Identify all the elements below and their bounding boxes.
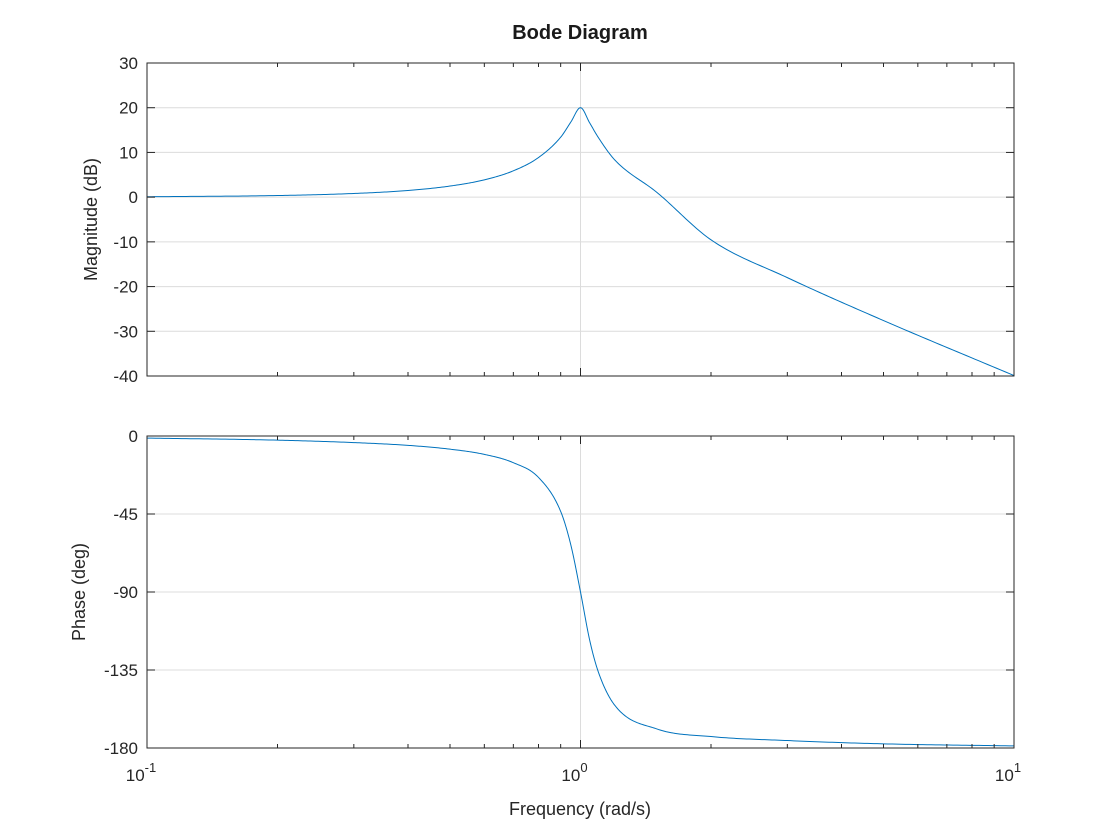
- phase-ytick-labels: 0 -45 -90 -135 -180: [104, 427, 138, 758]
- phase-ytick-label: -135: [104, 661, 138, 680]
- magnitude-ticks: [146, 62, 1015, 377]
- magnitude-ytick-label: 20: [119, 99, 138, 118]
- x-tick-base: 10: [126, 766, 145, 785]
- magnitude-ytick-label: 30: [119, 54, 138, 73]
- magnitude-ytick-label: 0: [129, 188, 138, 207]
- phase-ytick-label: -45: [113, 505, 138, 524]
- magnitude-ylabel: Magnitude (dB): [81, 158, 101, 281]
- magnitude-panel: 30 20 10 0 -10 -20 -30 -40 Magnitude (dB): [81, 54, 1015, 386]
- magnitude-curve: [146, 107, 1015, 377]
- x-tick-base: 10: [561, 766, 580, 785]
- x-tick-label: 10-1: [126, 760, 156, 785]
- magnitude-ytick-label: 10: [119, 143, 138, 162]
- magnitude-ytick-label: -40: [113, 367, 138, 386]
- magnitude-ytick-label: -20: [113, 278, 138, 297]
- phase-ylabel: Phase (deg): [69, 543, 89, 641]
- x-tick-label: 101: [995, 760, 1021, 785]
- phase-ytick-label: -180: [104, 739, 138, 758]
- magnitude-ytick-labels: 30 20 10 0 -10 -20 -30 -40: [113, 54, 138, 386]
- x-tick-exponent: 1: [1014, 760, 1021, 775]
- phase-ticks: [146, 435, 1015, 749]
- chart-title: Bode Diagram: [512, 22, 648, 44]
- phase-ytick-label: -90: [113, 583, 138, 602]
- x-tick-base: 10: [995, 766, 1014, 785]
- x-tick-labels: 10-1 100 101: [126, 760, 1021, 785]
- phase-curve: [146, 437, 1015, 747]
- x-tick-exponent: 0: [580, 760, 587, 775]
- x-axis-label: Frequency (rad/s): [509, 799, 651, 819]
- phase-panel: 0 -45 -90 -135 -180 Phase (deg): [69, 427, 1015, 758]
- magnitude-grid: [146, 62, 1015, 377]
- x-tick-exponent: -1: [145, 760, 157, 775]
- magnitude-ytick-label: -10: [113, 233, 138, 252]
- magnitude-ytick-label: -30: [113, 322, 138, 341]
- x-tick-label: 100: [561, 760, 587, 785]
- phase-ytick-label: 0: [129, 427, 138, 446]
